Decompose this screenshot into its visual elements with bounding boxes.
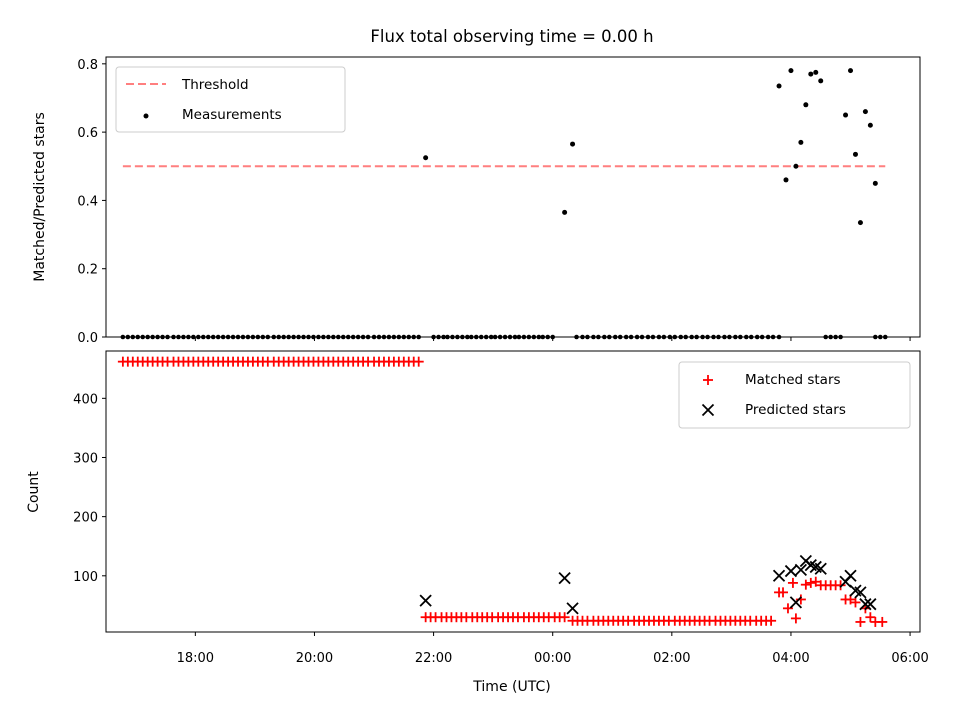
count-y-ticks: 100 200 300 400 (73, 392, 106, 585)
predicted-star-point (864, 598, 877, 611)
matched-star-point (787, 577, 798, 588)
count-legend-box (678, 361, 911, 429)
matched-star-point (877, 616, 888, 627)
measurement-point (803, 102, 809, 108)
matched-star-point (778, 587, 789, 598)
measurement-point (818, 78, 824, 84)
measurement-point (793, 163, 799, 169)
count-legend: Matched stars Predicted stars (678, 361, 911, 429)
legend-measurements-swatch (143, 113, 149, 119)
predicted-star-point (566, 602, 579, 615)
ratio-y-ticks: 0.0 0.2 0.4 0.6 0.8 (77, 58, 106, 346)
matched-star-point (782, 603, 793, 614)
matched-star-point (855, 616, 866, 627)
matched-star-point (790, 613, 801, 624)
ratio-y-axis-label: Matched/Predicted stars (32, 112, 48, 282)
time-x-tick-label: 02:00 (653, 651, 690, 666)
matched-star-point (835, 580, 846, 591)
matched-star-point (800, 579, 811, 590)
predicted-star-point (859, 598, 872, 611)
count-y-tick-label: 100 (73, 570, 98, 585)
measurement-point (788, 68, 794, 74)
count-panel: 100 200 300 400 18:00 20:00 22:00 00:00 02:00 04… (26, 350, 929, 695)
count-y-tick-label: 200 (73, 511, 98, 526)
ratio-y-tick-label: 0.8 (77, 58, 98, 73)
measurement-point (867, 122, 873, 128)
legend-matched-swatch (703, 375, 713, 385)
measurement-point (857, 220, 863, 226)
count-y-tick-label: 400 (73, 392, 98, 407)
legend-predicted-marker (701, 403, 715, 417)
predicted-star-point (814, 562, 827, 575)
matched-star-point (766, 615, 777, 626)
time-x-tick-label: 22:00 (415, 651, 452, 666)
predicted-star-point (558, 572, 571, 585)
ratio-legend: Threshold Measurements (115, 66, 346, 133)
measurement-point (783, 177, 789, 183)
legend-predicted-swatch (701, 403, 715, 417)
measurement-point (813, 69, 819, 75)
measurement-point (852, 151, 858, 157)
time-x-tick-label: 20:00 (296, 651, 333, 666)
legend-matched-marker (703, 375, 713, 385)
predicted-star-point (844, 569, 857, 582)
measurement-point (776, 83, 782, 89)
matched-star-point (795, 594, 806, 605)
measurement-point (848, 68, 854, 74)
measurement-point (798, 139, 804, 145)
ratio-x-ticks (194, 337, 911, 341)
ratio-legend-box (115, 66, 346, 133)
time-x-tick-label: 18:00 (177, 651, 214, 666)
count-marks (117, 356, 888, 627)
measurement-point (570, 141, 576, 147)
measurement-point (872, 180, 878, 186)
ratio-y-tick-label: 0.2 (77, 263, 98, 278)
time-x-tick-label: 06:00 (891, 651, 928, 666)
time-x-tick-label: 00:00 (534, 651, 571, 666)
ratio-y-tick-label: 0.6 (77, 126, 98, 141)
measurement-point (843, 112, 849, 118)
matched-star-point (559, 612, 570, 623)
count-axes-frame (105, 350, 921, 633)
ratio-marks (120, 68, 888, 340)
legend-matched-label: Matched stars (745, 372, 841, 388)
legend-predicted-label: Predicted stars (745, 402, 846, 418)
matched-star-point (805, 577, 816, 588)
time-x-tick-label: 04:00 (772, 651, 809, 666)
ratio-y-tick-label: 0.0 (77, 331, 98, 346)
predicted-star-point (772, 569, 786, 582)
predicted-star-point (784, 564, 798, 578)
predicted-star-point (419, 594, 432, 607)
legend-threshold-label: Threshold (181, 77, 249, 93)
predicted-star-point (854, 586, 867, 599)
measurement-point (562, 209, 568, 215)
measurement-point (862, 109, 868, 115)
measurement-point (423, 155, 429, 161)
predicted-star-point (794, 563, 808, 577)
measurement-point (808, 71, 814, 77)
matched-star-point (413, 356, 424, 367)
matched-star-point (850, 597, 861, 608)
ratio-y-tick-label: 0.4 (77, 194, 98, 209)
matched-star-point (865, 612, 876, 623)
time-x-axis-label: Time (UTC) (472, 679, 550, 695)
chart-title: Flux total observing time = 0.00 h (370, 27, 653, 46)
ratio-panel: Flux total observing time = 0.00 h 0.00.… (32, 27, 921, 346)
count-x-ticks: 18:00 20:00 22:00 00:00 02:00 04:00 06:00 (177, 632, 929, 666)
legend-measurements-label: Measurements (182, 107, 282, 123)
predicted-star-point (789, 596, 803, 609)
ratio-axes-frame (105, 56, 921, 338)
count-y-tick-label: 300 (73, 451, 98, 466)
count-y-axis-label: Count (26, 471, 42, 513)
